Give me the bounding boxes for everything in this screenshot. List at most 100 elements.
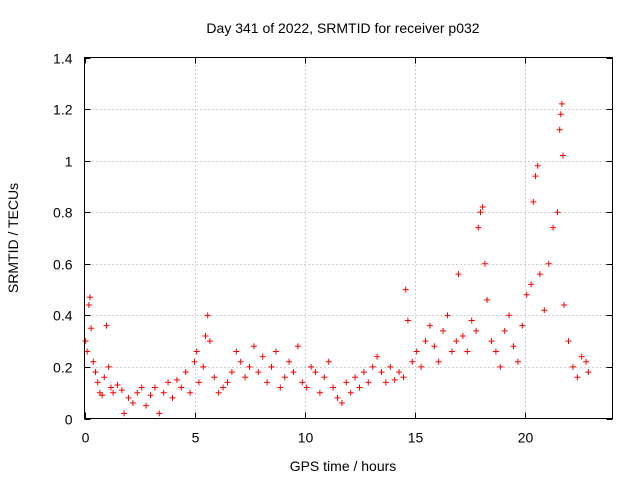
data-point <box>468 317 475 324</box>
data-point <box>121 410 128 417</box>
data-point <box>514 358 521 365</box>
data-point <box>220 384 227 391</box>
data-point <box>440 327 447 334</box>
data-point <box>481 260 488 267</box>
data-point <box>557 111 564 118</box>
data-point <box>435 358 442 365</box>
data-point <box>206 338 213 345</box>
data-point <box>303 384 310 391</box>
data-points <box>82 100 592 417</box>
data-point <box>255 369 262 376</box>
data-point <box>202 332 209 339</box>
data-point <box>107 384 114 391</box>
data-point <box>103 322 110 329</box>
data-point <box>312 369 319 376</box>
data-point <box>506 312 513 319</box>
data-point <box>477 209 484 216</box>
data-point <box>422 338 429 345</box>
data-point <box>510 343 517 350</box>
data-point <box>228 369 235 376</box>
x-tick-label: 10 <box>298 430 314 446</box>
data-point <box>143 402 150 409</box>
data-point <box>299 379 306 386</box>
data-point <box>160 389 167 396</box>
data-point <box>523 291 530 298</box>
data-point <box>418 363 425 370</box>
data-point <box>455 271 462 278</box>
data-point <box>426 322 433 329</box>
data-point <box>211 374 218 381</box>
data-point <box>356 384 363 391</box>
data-point <box>105 363 112 370</box>
data-point <box>556 126 563 133</box>
y-tick-label: 0.4 <box>53 308 73 324</box>
data-point <box>569 363 576 370</box>
plot-frame <box>84 57 613 419</box>
data-point <box>550 224 557 231</box>
y-axis-title: SRMTID / TECUs <box>5 183 21 293</box>
x-tick-label: 0 <box>82 430 90 446</box>
data-point <box>541 307 548 314</box>
data-point <box>246 363 253 370</box>
data-point <box>129 400 136 407</box>
data-point <box>88 325 95 332</box>
data-point <box>558 100 565 107</box>
data-point <box>334 394 341 401</box>
data-point <box>233 348 240 355</box>
data-point <box>583 358 590 365</box>
data-point <box>82 338 89 345</box>
y-tick-label: 1.4 <box>53 51 73 67</box>
data-point <box>264 379 271 386</box>
data-point <box>365 379 372 386</box>
data-point <box>99 392 106 399</box>
tick-labels: 0 5 10 15 20 0 0.2 0.4 0.6 0.8 1 1.2 1.4 <box>53 51 533 446</box>
data-point <box>147 392 154 399</box>
data-point <box>343 379 350 386</box>
data-point <box>338 400 345 407</box>
data-point <box>501 327 508 334</box>
data-point <box>387 363 394 370</box>
data-point <box>182 369 189 376</box>
data-point <box>459 332 466 339</box>
data-point <box>325 358 332 365</box>
data-point <box>396 369 403 376</box>
data-point <box>191 358 198 365</box>
y-tick-label: 1 <box>65 154 73 170</box>
data-point <box>84 348 91 355</box>
data-point <box>473 327 480 334</box>
data-point <box>268 363 275 370</box>
data-point <box>565 338 572 345</box>
data-point <box>561 302 568 309</box>
data-point <box>444 312 451 319</box>
data-point <box>560 152 566 159</box>
data-point <box>187 389 194 396</box>
data-point <box>169 394 176 401</box>
data-point <box>281 374 288 381</box>
data-point <box>92 369 99 376</box>
data-point <box>316 389 323 396</box>
data-point <box>193 348 200 355</box>
x-tick-label: 20 <box>518 430 534 446</box>
data-point <box>118 387 125 394</box>
y-tick-label: 0.8 <box>53 205 73 221</box>
data-point <box>497 363 504 370</box>
data-point <box>413 348 420 355</box>
x-tick-label: 5 <box>192 430 200 446</box>
data-point <box>347 389 354 396</box>
y-tick-label: 1.2 <box>53 102 73 118</box>
data-point <box>400 374 407 381</box>
data-point <box>101 374 108 381</box>
data-point <box>530 198 537 205</box>
y-tick-label: 0.2 <box>53 360 73 376</box>
data-point <box>110 389 117 396</box>
data-point <box>464 348 471 355</box>
data-point <box>369 363 376 370</box>
data-point <box>404 317 411 324</box>
y-tick-label: 0 <box>65 412 73 428</box>
data-point <box>87 294 93 301</box>
data-point <box>382 379 389 386</box>
data-point <box>290 369 297 376</box>
data-point <box>114 381 121 388</box>
